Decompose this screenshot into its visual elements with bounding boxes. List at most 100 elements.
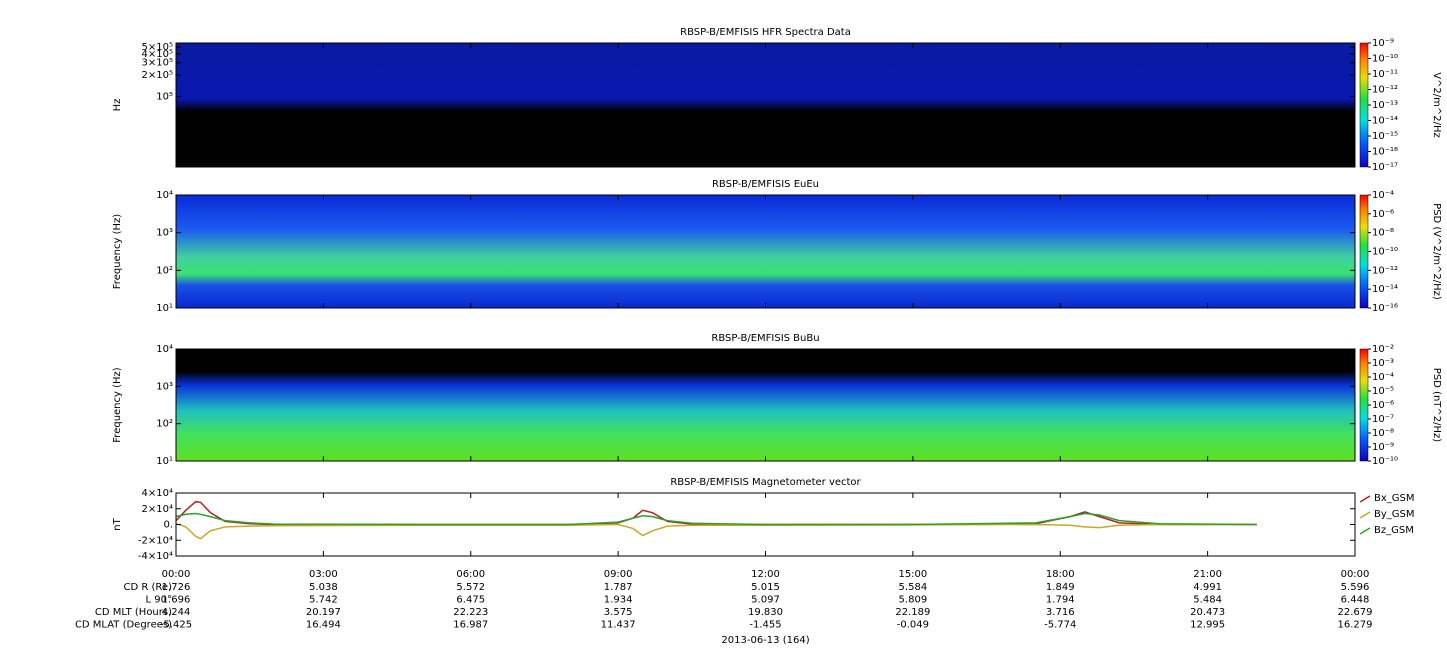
colorbar (1359, 348, 1369, 462)
ephemeris-label: L 90° (146, 595, 172, 606)
ephemeris-value: 22.189 (895, 607, 930, 618)
ephemeris-value: 5.596 (1341, 582, 1370, 593)
y-tick-label: 2×10⁴ (142, 504, 173, 515)
legend-swatch (1359, 511, 1371, 519)
panel-title: RBSP-B/EMFISIS Magnetometer vector (670, 477, 861, 488)
colorbar-tick-label: 10⁻¹⁰ (1372, 54, 1398, 65)
ephemeris-value: -5.425 (160, 620, 192, 631)
ephemeris-value: 1.934 (604, 595, 633, 606)
ephemeris-value: 16.279 (1338, 620, 1373, 631)
data-line (175, 500, 1257, 526)
ephemeris-value: 1.849 (1046, 582, 1075, 593)
ephemeris-value: 4.991 (1193, 582, 1222, 593)
y-tick-label: 10² (156, 419, 173, 430)
x-tick-label: 06:00 (456, 569, 485, 580)
colorbar-tick-label: 10⁻¹² (1372, 85, 1398, 96)
colorbar-tick-label: 10⁻⁶ (1372, 400, 1394, 411)
x-tick-label: 18:00 (1046, 569, 1075, 580)
ephemeris-value: 19.830 (748, 607, 783, 618)
ephemeris-value: 6.475 (456, 595, 485, 606)
ephemeris-value: -5.774 (1044, 620, 1076, 631)
x-tick-label: 00:00 (1341, 569, 1370, 580)
ephemeris-value: 20.197 (306, 607, 341, 618)
y-tick-label: 10⁴ (156, 190, 173, 201)
y-tick-label: 10³ (156, 228, 173, 239)
ephemeris-value: 5.038 (309, 582, 338, 593)
y-tick-label: 10¹ (156, 303, 173, 314)
ephemeris-value: 6.448 (1341, 595, 1370, 606)
colorbar-tick-label: 10⁻⁹ (1372, 38, 1394, 49)
ephemeris-value: 5.809 (899, 595, 928, 606)
ephemeris-label: CD R (Re) (124, 582, 173, 593)
y-tick-label: -2×10⁴ (138, 535, 173, 546)
ephemeris-value: 22.223 (453, 607, 488, 618)
y-tick-label: 10² (156, 265, 173, 276)
x-tick-label: 03:00 (309, 569, 338, 580)
data-line (175, 522, 1257, 540)
x-tick-label: 12:00 (751, 569, 780, 580)
ephemeris-value: 4.244 (162, 607, 191, 618)
ephemeris-label: CD MLT (Hours) (95, 607, 172, 618)
x-tick-label: 21:00 (1193, 569, 1222, 580)
colorbar (1359, 42, 1369, 168)
ephemeris-value: 16.987 (453, 620, 488, 631)
panel-title: RBSP-B/EMFISIS EuEu (712, 179, 819, 190)
ephemeris-value: 1.794 (1046, 595, 1075, 606)
colorbar-tick-label: 10⁻¹⁶ (1372, 147, 1398, 158)
x-tick-label: 15:00 (898, 569, 927, 580)
y-tick-label: 4×10⁴ (142, 488, 173, 499)
y-tick-label: 4×10⁵ (142, 49, 173, 60)
colorbar-tick-label: 10⁻¹⁴ (1372, 116, 1398, 127)
y-axis-label: nT (112, 517, 123, 530)
ephemeris-value: 12.995 (1190, 620, 1225, 631)
colorbar-tick-label: 10⁻⁸ (1372, 228, 1394, 239)
ephemeris-value: 16.494 (306, 620, 341, 631)
spectrogram-image (176, 195, 1355, 308)
ephemeris-value: 5.584 (899, 582, 928, 593)
legend-swatch (1359, 495, 1371, 503)
spectrogram-image (176, 349, 1355, 461)
colorbar-tick-label: 10⁻⁴ (1372, 372, 1394, 383)
ephemeris-value: 3.575 (604, 607, 633, 618)
y-tick-label: 2×10⁵ (142, 70, 173, 81)
colorbar-tick-label: 10⁻⁴ (1372, 190, 1394, 201)
colorbar-tick-label: 10⁻⁸ (1372, 428, 1394, 439)
ephemeris-value: 1.726 (162, 582, 191, 593)
colorbar-tick-label: 10⁻¹⁷ (1372, 162, 1398, 173)
colorbar-tick-label: 10⁻⁶ (1372, 209, 1394, 220)
ephemeris-value: 20.473 (1190, 607, 1225, 618)
y-tick-label: -4×10⁴ (138, 551, 173, 562)
colorbar-tick-label: 10⁻⁵ (1372, 386, 1394, 397)
y-tick-label: 10⁵ (156, 91, 173, 102)
ephemeris-value: 5.484 (1193, 595, 1222, 606)
data-line (175, 512, 1257, 526)
ephemeris-value: 11.437 (601, 620, 636, 631)
colorbar-tick-label: 10⁻¹² (1372, 265, 1398, 276)
colorbar-label: V^2/m^2/Hz (1431, 72, 1442, 138)
legend-label: By_GSM (1374, 509, 1415, 520)
colorbar-tick-label: 10⁻¹⁵ (1372, 131, 1398, 142)
colorbar-tick-label: 10⁻¹⁰ (1372, 247, 1398, 258)
x-tick-label: 00:00 (162, 569, 191, 580)
plots: 10⁻¹⁷ 10⁻¹⁶ 10⁻¹⁵ 10⁻¹⁴ 10⁻¹³ 10⁻¹² 10⁻¹¹ 10⁻¹⁰… (75, 27, 1442, 646)
y-tick-label: 3×10⁵ (142, 58, 173, 69)
legend-swatch (1359, 527, 1371, 535)
ephemeris-value: 5.097 (751, 595, 780, 606)
colorbar-tick-label: 10⁻⁹ (1372, 442, 1394, 453)
ephemeris-value: -1.455 (749, 620, 781, 631)
ephemeris-label: CD MLAT (Degrees) (75, 620, 172, 631)
y-axis-label: Frequency (Hz) (112, 214, 123, 290)
legend-label: Bz_GSM (1374, 525, 1414, 536)
ephemeris-value: 5.015 (751, 582, 780, 593)
date-label: 2013-06-13 (164) (721, 635, 809, 646)
panel-title: RBSP-B/EMFISIS HFR Spectra Data (680, 27, 851, 38)
ephemeris-value: -0.049 (897, 620, 929, 631)
colorbar-tick-label: 10⁻¹³ (1372, 100, 1398, 111)
colorbar-tick-label: 10⁻¹⁰ (1372, 456, 1398, 467)
y-tick-label: 10⁴ (156, 344, 173, 355)
colorbar-tick-label: 10⁻¹¹ (1372, 69, 1398, 80)
y-axis-label: Hz (112, 99, 123, 112)
y-tick-label: 5×10⁵ (142, 42, 173, 53)
x-tick-label: 09:00 (604, 569, 633, 580)
